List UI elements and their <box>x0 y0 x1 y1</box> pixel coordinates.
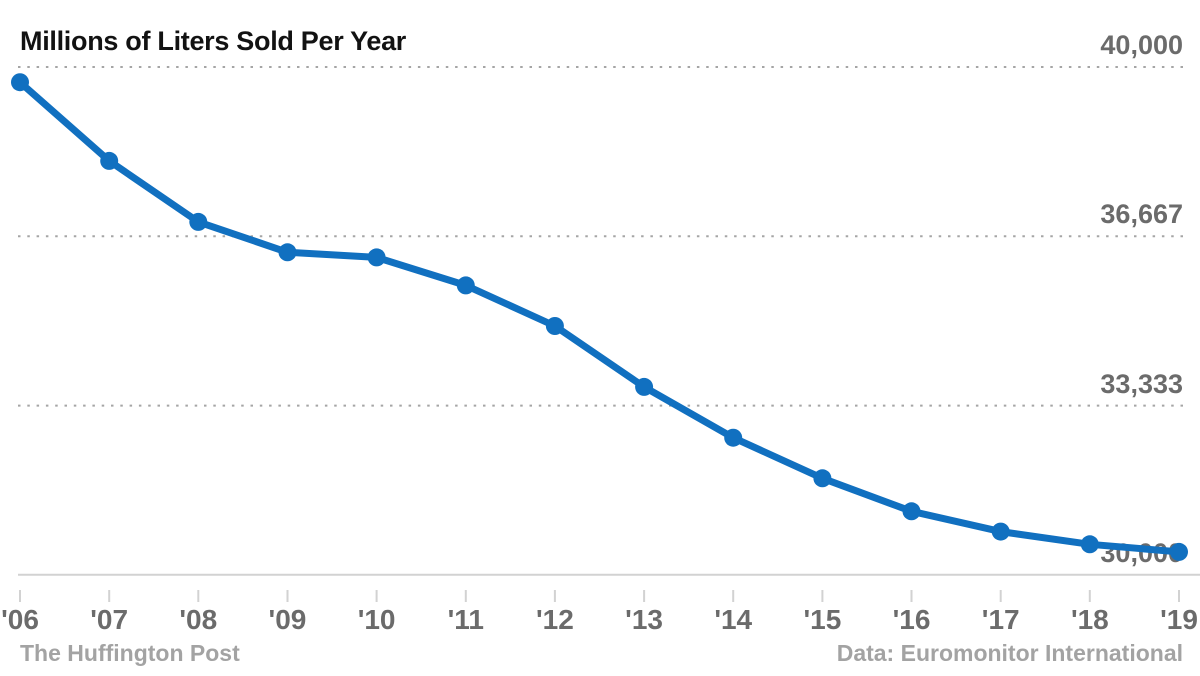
data-point <box>1080 535 1099 554</box>
chart-title: Millions of Liters Sold Per Year <box>20 26 407 56</box>
data-point <box>367 248 386 267</box>
x-axis-label: '12 <box>536 604 574 635</box>
data-point <box>1170 542 1188 561</box>
data-point <box>724 428 743 447</box>
y-axis-label: 40,000 <box>1100 30 1183 60</box>
x-axis-label: '10 <box>357 604 396 635</box>
x-axis-label: '17 <box>981 604 1020 635</box>
x-axis-label: '15 <box>803 604 842 635</box>
x-axis-label: '16 <box>892 604 931 635</box>
data-point <box>813 469 832 488</box>
data-point <box>189 212 208 231</box>
data-point <box>11 73 29 92</box>
x-axis-label: '09 <box>268 604 307 635</box>
data-point <box>100 151 119 170</box>
data-point <box>278 243 297 262</box>
data-line <box>16 78 1183 556</box>
y-axis-label: 33,333 <box>1100 368 1183 399</box>
x-axis-label: '18 <box>1070 604 1109 635</box>
y-axis-label: 36,667 <box>1100 199 1183 230</box>
x-axis-label: '06 <box>1 604 39 635</box>
data-point <box>635 377 654 396</box>
data-point <box>902 502 921 521</box>
x-axis-label: '13 <box>625 604 663 635</box>
x-axis-label: '14 <box>714 604 753 635</box>
data-point <box>456 276 475 295</box>
x-axis-label: '19 <box>1160 604 1198 635</box>
data-point <box>991 522 1010 541</box>
x-axis-label: '11 <box>447 604 484 635</box>
data-point <box>545 317 564 335</box>
source-attribution: The Huffington Post <box>20 640 240 666</box>
x-axis-label: '08 <box>179 604 218 635</box>
data-source-credit: Data: Euromonitor International <box>836 640 1183 666</box>
x-axis-label: '07 <box>90 604 129 635</box>
